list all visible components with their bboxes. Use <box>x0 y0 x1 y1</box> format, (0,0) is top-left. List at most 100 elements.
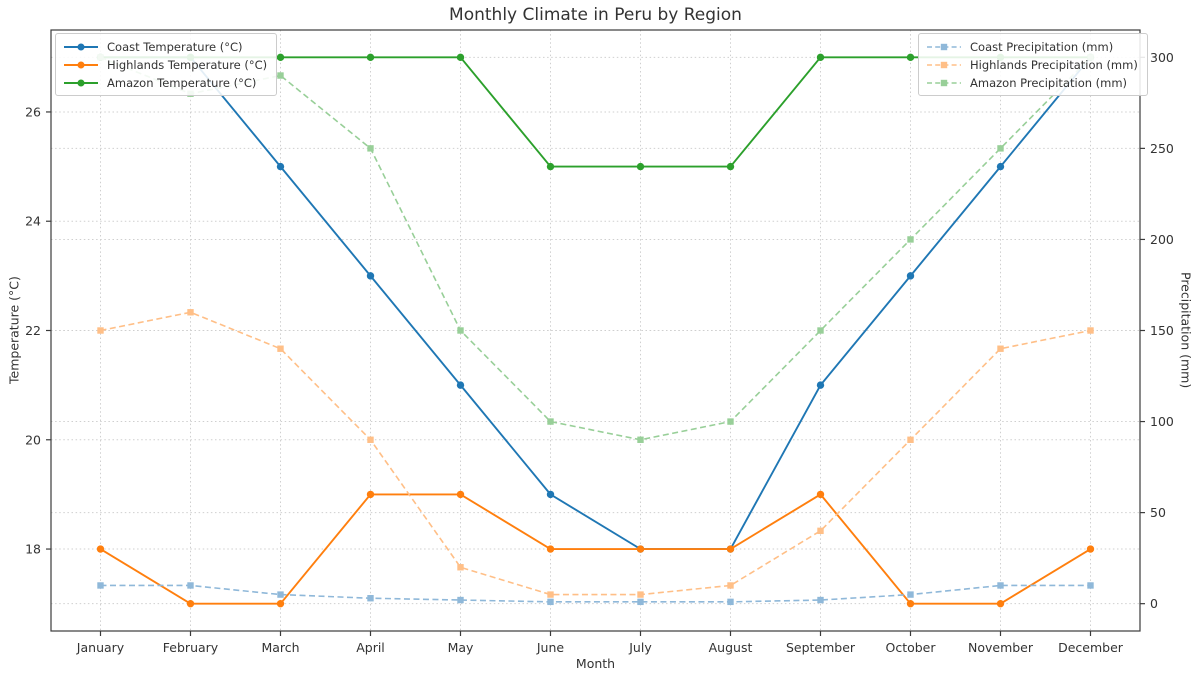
data-point <box>907 236 914 243</box>
data-point <box>726 162 735 171</box>
y-tick-label-temperature: 24 <box>25 214 41 229</box>
data-point <box>276 53 285 62</box>
series-line <box>100 56 1092 441</box>
data-point <box>187 309 194 316</box>
x-tick-label: June <box>536 640 565 655</box>
legend-label: Highlands Precipitation (mm) <box>970 57 1138 72</box>
data-point <box>457 564 464 571</box>
data-point <box>547 591 554 598</box>
x-tick-label: April <box>356 640 385 655</box>
x-tick-label: January <box>76 640 125 655</box>
data-point <box>456 490 465 499</box>
data-point <box>907 436 914 443</box>
data-point <box>997 145 1004 152</box>
data-point <box>456 53 465 62</box>
data-point <box>817 327 824 334</box>
series-line <box>100 493 1091 605</box>
legend-label: Coast Precipitation (mm) <box>970 39 1114 54</box>
data-point <box>816 53 825 62</box>
data-point <box>997 582 1004 589</box>
legend-temperature: Coast Temperature (°C) Highlands Temperat… <box>55 33 278 96</box>
data-point <box>276 162 285 171</box>
legend-label: Amazon Precipitation (mm) <box>970 75 1128 90</box>
data-point <box>277 72 284 79</box>
data-point <box>1086 545 1095 553</box>
y-tick-label-precipitation: 50 <box>1150 505 1166 520</box>
data-point <box>907 591 914 598</box>
data-point <box>277 591 284 598</box>
data-point <box>636 545 645 553</box>
data-point <box>906 272 915 280</box>
data-point <box>546 162 555 171</box>
y-tick-label-temperature: 18 <box>25 542 41 557</box>
series-line <box>100 56 1092 550</box>
legend-item: Amazon Temperature (°C) <box>63 75 267 90</box>
legend-line-swatch <box>64 43 98 50</box>
x-tick-label: July <box>628 640 652 655</box>
x-axis-label: Month <box>575 656 616 671</box>
y-tick-label-precipitation: 200 <box>1150 232 1174 247</box>
y-tick-label-precipitation: 250 <box>1150 141 1174 156</box>
data-point <box>366 272 375 280</box>
data-point <box>186 599 195 608</box>
data-point <box>637 436 644 443</box>
data-point <box>996 599 1005 608</box>
y-tick-label-temperature: 22 <box>25 323 41 338</box>
series-line <box>100 311 1091 596</box>
y-tick-label-precipitation: 0 <box>1150 596 1158 611</box>
series-line <box>100 584 1091 603</box>
legend-label: Amazon Temperature (°C) <box>107 75 257 90</box>
y-tick-label-temperature: 20 <box>25 432 41 447</box>
data-point <box>96 545 105 553</box>
data-point <box>817 527 824 535</box>
data-point <box>727 598 734 606</box>
data-point <box>1087 327 1094 334</box>
legend-item: Amazon Precipitation (mm) <box>926 75 1138 90</box>
y-tick-label-precipitation: 100 <box>1150 414 1174 429</box>
x-tick-label: September <box>786 640 856 655</box>
data-point <box>277 345 284 352</box>
data-point <box>457 596 464 604</box>
data-point <box>637 591 644 598</box>
data-point <box>906 599 915 608</box>
data-point <box>816 490 825 499</box>
plot-border <box>50 29 1141 632</box>
x-tick-label: February <box>163 640 219 655</box>
legend-dashed-swatch <box>927 43 961 50</box>
data-point <box>637 598 644 606</box>
x-tick-label: November <box>968 640 1034 655</box>
data-point <box>547 598 554 606</box>
data-point <box>97 582 104 589</box>
legend-dashed-swatch <box>927 61 961 68</box>
legend-item: Coast Precipitation (mm) <box>926 39 1138 54</box>
data-point <box>727 418 734 425</box>
data-point <box>187 582 194 589</box>
data-point <box>817 596 824 604</box>
data-point <box>97 327 104 334</box>
data-point <box>996 162 1005 171</box>
x-tick-label: May <box>448 640 474 655</box>
data-point <box>276 599 285 608</box>
data-point <box>367 436 374 443</box>
y-axis-label-precipitation: Precipitation (mm) <box>1178 272 1194 389</box>
legend-item: Coast Temperature (°C) <box>63 39 267 54</box>
x-tick-label: October <box>885 640 936 655</box>
legend-dashed-swatch <box>927 79 961 86</box>
legend-line-swatch <box>64 61 98 68</box>
data-point <box>546 545 555 553</box>
y-tick-label-precipitation: 150 <box>1150 323 1174 338</box>
x-tick-label: August <box>709 640 753 655</box>
x-tick-label: March <box>261 640 299 655</box>
data-point <box>366 490 375 499</box>
data-point <box>367 145 374 152</box>
data-point <box>816 381 825 389</box>
data-point <box>546 490 555 499</box>
legend-precipitation: Coast Precipitation (mm) Highlands Precip… <box>918 33 1148 96</box>
legend-label: Coast Temperature (°C) <box>107 39 243 54</box>
data-point <box>457 327 464 334</box>
data-point <box>547 418 554 425</box>
data-point <box>997 345 1004 352</box>
legend-label: Highlands Temperature (°C) <box>107 57 268 72</box>
